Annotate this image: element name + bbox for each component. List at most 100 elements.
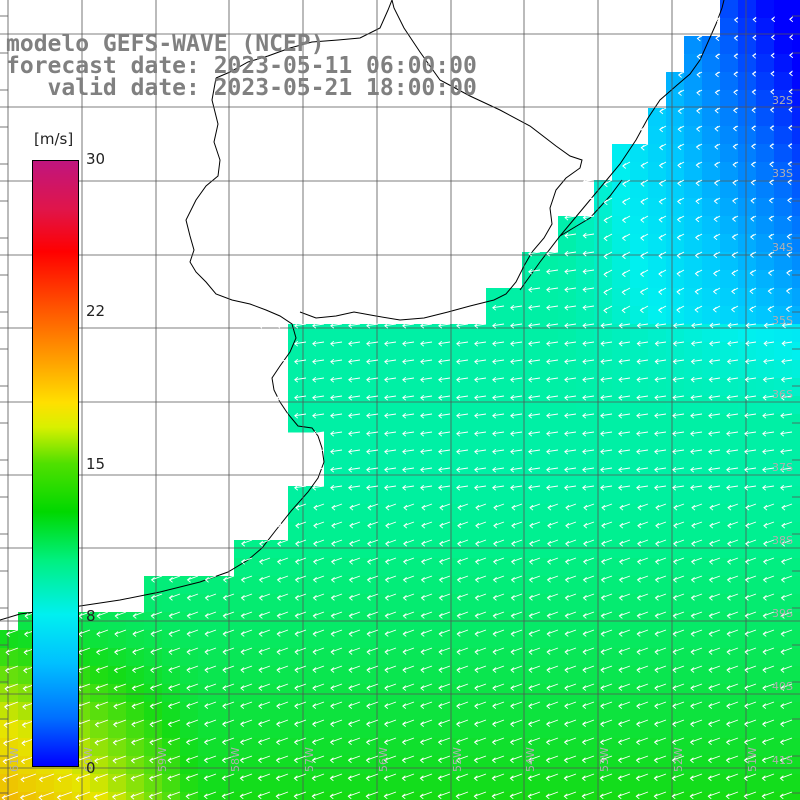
- ocean-cell: [666, 432, 685, 451]
- wind-arrow: [150, 647, 163, 655]
- ocean-cell: [594, 180, 613, 199]
- wind-arrow: [546, 647, 559, 655]
- ocean-cell: [558, 468, 577, 487]
- ocean-cell: [522, 594, 541, 613]
- ocean-cell: [738, 270, 757, 289]
- ocean-cell: [504, 504, 523, 523]
- wind-arrow: [420, 611, 433, 619]
- ocean-cell: [684, 522, 703, 541]
- ocean-cell: [432, 738, 451, 757]
- ocean-cell: [522, 342, 541, 361]
- wind-arrow: [731, 233, 739, 240]
- wind-arrow: [672, 484, 685, 491]
- wind-arrow: [420, 322, 433, 329]
- wind-arrow: [456, 593, 469, 601]
- wind-arrow: [744, 611, 757, 619]
- ocean-cell: [738, 234, 757, 253]
- wind-arrow: [456, 322, 469, 329]
- wind-arrow: [402, 394, 415, 401]
- wind-arrow: [582, 448, 595, 455]
- ocean-cell: [558, 252, 577, 271]
- wind-arrow: [768, 251, 775, 258]
- ocean-cell: [630, 630, 649, 649]
- wind-arrow: [787, 197, 793, 204]
- wind-arrow: [132, 611, 145, 619]
- wind-arrow: [528, 484, 541, 491]
- wind-arrow: [636, 484, 649, 491]
- ocean-cell: [252, 792, 271, 800]
- ocean-cell: [576, 468, 595, 487]
- ocean-cell: [324, 648, 343, 667]
- wind-arrow: [743, 755, 757, 764]
- wind-arrow: [384, 611, 397, 619]
- ocean-cell: [756, 702, 775, 721]
- ocean-cell: [360, 504, 379, 523]
- wind-arrow: [726, 557, 739, 565]
- wind-arrow: [365, 791, 379, 800]
- ocean-cell: [612, 540, 631, 559]
- ocean-cell: [162, 756, 181, 775]
- ocean-cell: [396, 486, 415, 505]
- wind-arrow: [762, 647, 775, 655]
- wind-arrow: [239, 773, 253, 782]
- ocean-cell: [774, 504, 793, 523]
- ocean-cell: [450, 720, 469, 739]
- wind-arrow: [731, 269, 739, 277]
- wind-arrow: [186, 629, 199, 637]
- wind-arrow: [582, 611, 595, 619]
- ocean-cell: [450, 468, 469, 487]
- ocean-cell: [288, 756, 307, 775]
- ocean-cell: [144, 684, 163, 703]
- wind-arrow: [677, 107, 685, 114]
- wind-arrow: [654, 647, 667, 655]
- wind-arrow: [787, 161, 793, 167]
- ocean-cell: [360, 522, 379, 541]
- wind-arrow: [348, 719, 361, 727]
- wind-arrow: [622, 161, 631, 169]
- wind-arrow: [582, 683, 595, 691]
- wind-arrow: [528, 647, 541, 655]
- ocean-cell: [630, 288, 649, 307]
- wind-arrow: [258, 611, 271, 619]
- wind-arrow: [694, 287, 703, 295]
- lon-label: 55W: [451, 747, 464, 772]
- wind-arrow: [673, 503, 685, 511]
- ocean-cell: [612, 702, 631, 721]
- ocean-cell: [198, 666, 217, 685]
- ocean-cell: [630, 162, 649, 181]
- ocean-cell: [594, 792, 613, 800]
- wind-arrow: [744, 394, 757, 401]
- ocean-cell: [522, 630, 541, 649]
- ocean-cell: [702, 738, 721, 757]
- wind-arrow: [603, 305, 613, 314]
- wind-arrow: [312, 358, 325, 365]
- ocean-cell: [378, 630, 397, 649]
- wind-arrow: [726, 376, 739, 383]
- wind-arrow: [582, 196, 595, 203]
- ocean-cell: [450, 342, 469, 361]
- wind-arrow: [726, 448, 739, 455]
- ocean-cell: [720, 306, 739, 325]
- ocean-cell: [324, 792, 343, 800]
- ocean-cell: [270, 738, 289, 757]
- ocean-cell: [288, 648, 307, 667]
- ocean-cell: [774, 666, 793, 685]
- ocean-cell: [702, 90, 721, 109]
- wind-arrow: [438, 575, 451, 583]
- wind-arrow: [330, 376, 343, 383]
- ocean-cell: [450, 486, 469, 505]
- wind-arrow: [713, 251, 721, 259]
- wind-arrow: [600, 412, 613, 419]
- lat-label: 34S: [772, 241, 793, 254]
- ocean-cell: [540, 756, 559, 775]
- ocean-cell: [738, 18, 757, 37]
- wind-arrow: [712, 287, 721, 295]
- wind-arrow: [762, 683, 775, 691]
- ocean-cell: [648, 396, 667, 415]
- ocean-cell: [792, 486, 800, 505]
- ocean-cell: [648, 792, 667, 800]
- ocean-cell: [756, 558, 775, 577]
- lon-label: 58W: [229, 747, 242, 772]
- ocean-cell: [720, 216, 739, 235]
- wind-arrow: [601, 539, 613, 547]
